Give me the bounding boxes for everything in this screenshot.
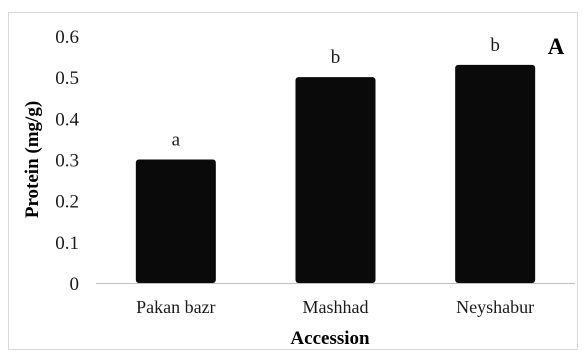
y-tick-label: 0.2	[55, 192, 79, 213]
y-tick-label: 0.6	[55, 27, 79, 48]
y-tick-label: 0.4	[55, 109, 79, 130]
bar-neyshabur	[455, 64, 536, 283]
y-axis-ticks: 0 0.1 0.2 0.3 0.4 0.5 0.6	[55, 27, 79, 295]
y-tick-label: 0.1	[55, 233, 79, 254]
bars	[135, 64, 536, 284]
y-tick-label: 0	[70, 274, 80, 295]
data-label-pakan-bazr: a	[172, 130, 181, 151]
bar-mashhad	[295, 77, 376, 284]
panel-label: A	[548, 34, 565, 59]
x-tick-label-mashhad: Mashhad	[303, 297, 369, 317]
data-label-mashhad: b	[331, 47, 341, 68]
data-label-neyshabur: b	[490, 35, 500, 56]
x-tick-label-pakan-bazr: Pakan bazr	[136, 297, 215, 317]
bar-pakan-bazr	[135, 159, 216, 283]
data-labels: a b b	[172, 35, 500, 151]
y-axis-title: Protein (mg/g)	[22, 101, 43, 218]
category-labels: Pakan bazr Mashhad Neyshabur	[136, 297, 534, 317]
x-axis-title: Accession	[290, 328, 370, 349]
y-tick-label: 0.5	[55, 68, 79, 89]
y-tick-label: 0.3	[55, 151, 79, 172]
x-tick-label-neyshabur: Neyshabur	[456, 297, 534, 317]
